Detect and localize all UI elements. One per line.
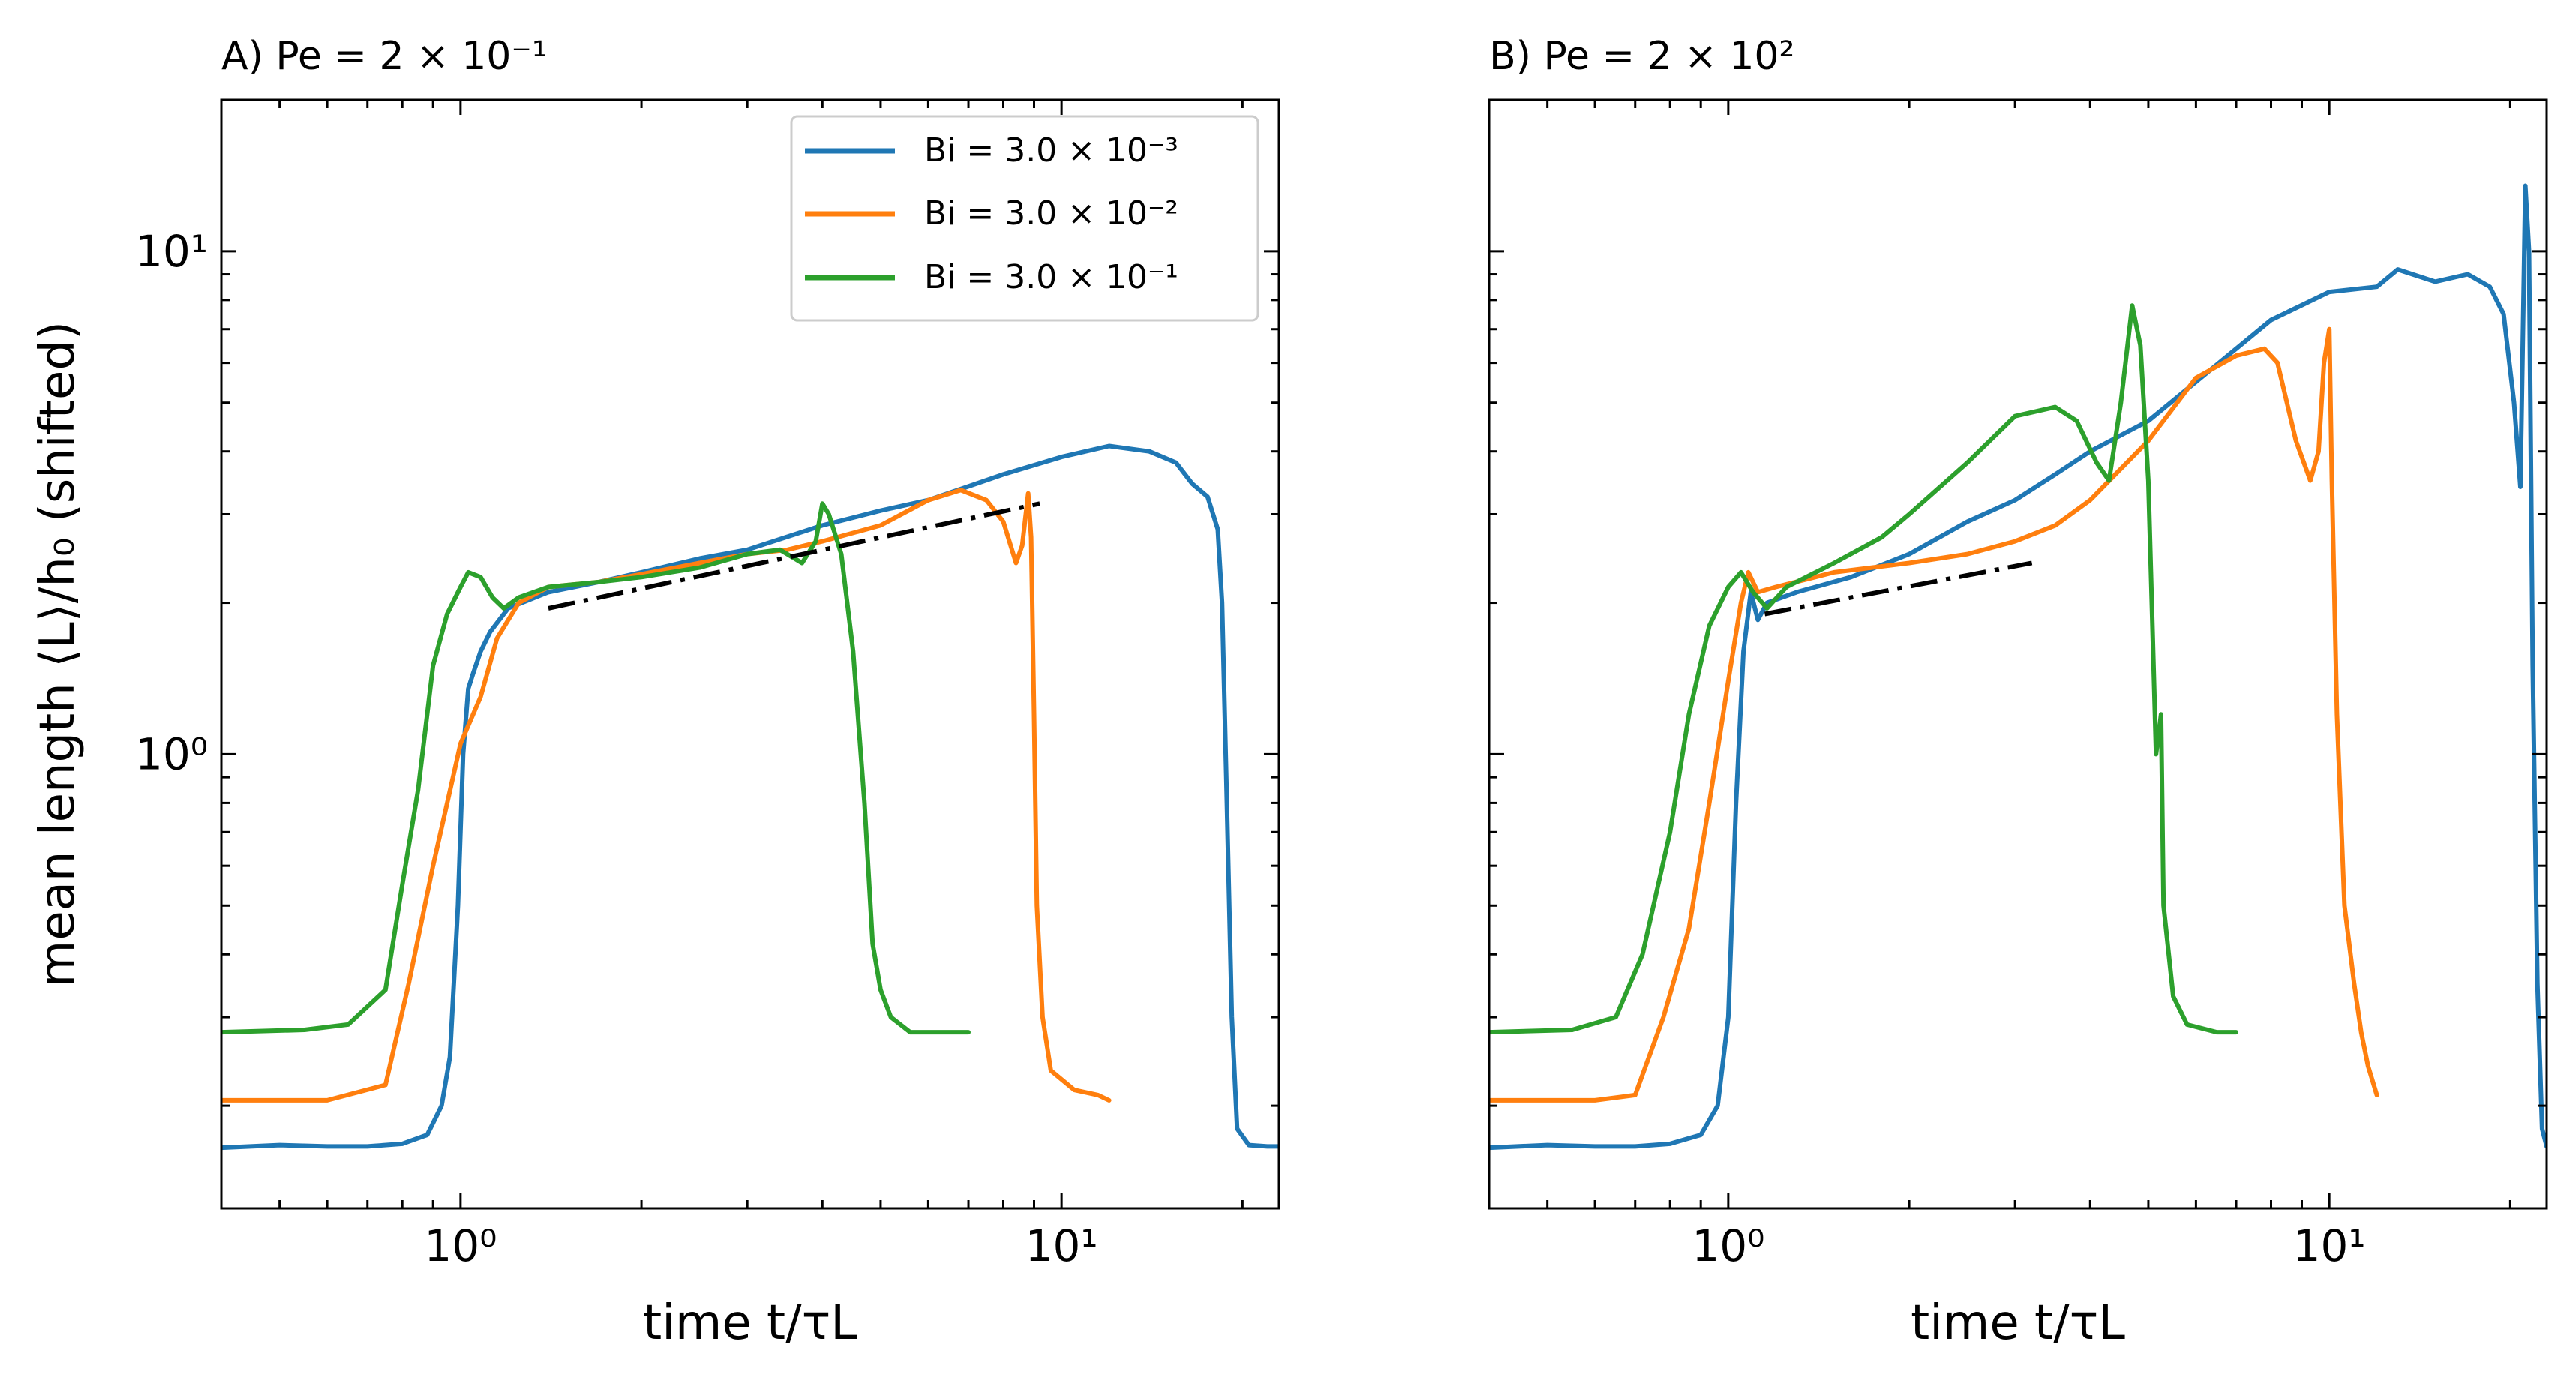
legend-box — [790, 115, 1259, 322]
panel-a-title: A) Pe = 2 × 10⁻¹ — [221, 34, 548, 79]
x-tick-label-panel-a: 10⁰ — [424, 1220, 497, 1271]
panel-b-frame — [1488, 98, 2548, 1210]
guide-line-panel-b — [1764, 560, 2033, 617]
panel-b-xlabel: time t/τL — [1911, 1295, 2125, 1351]
panel-b: B) Pe = 2 × 10² 10⁰ 10¹ time t/τL — [1488, 34, 2548, 1351]
series-line-panel-a-2 — [221, 488, 1112, 1103]
guide-line-panel-a — [548, 501, 1040, 611]
x-tick-label-panel-a: 10¹ — [1025, 1220, 1098, 1271]
legend: Bi = 3.0 × 10⁻³ Bi = 3.0 × 10⁻² Bi = 3.0… — [790, 115, 1259, 322]
legend-label-bi-3e-3: Bi = 3.0 × 10⁻³ — [924, 131, 1178, 170]
panel-a-ylabel: mean length ⟨L⟩/h₀ (shifted) — [30, 321, 86, 987]
y-tick-label-panel-a: 10⁰ — [135, 728, 208, 779]
legend-label-bi-3e-2: Bi = 3.0 × 10⁻² — [924, 194, 1178, 233]
y-tick-label-panel-a: 10¹ — [135, 226, 208, 277]
panel-a-frame — [220, 98, 1280, 1210]
x-tick-label-panel-b: 10⁰ — [1692, 1220, 1764, 1271]
legend-label-bi-3e-1: Bi = 3.0 × 10⁻¹ — [924, 258, 1178, 296]
series-line-panel-b-2 — [1489, 326, 2379, 1103]
series-line-panel-b-3 — [1489, 303, 2238, 1035]
series-line-panel-a-1 — [221, 443, 1279, 1151]
panel-b-title: B) Pe = 2 × 10² — [1489, 34, 1794, 79]
series-line-panel-a-3 — [221, 501, 971, 1035]
panel-a-xlabel: time t/τL — [643, 1295, 857, 1351]
x-tick-label-panel-b: 10¹ — [2293, 1220, 2366, 1271]
